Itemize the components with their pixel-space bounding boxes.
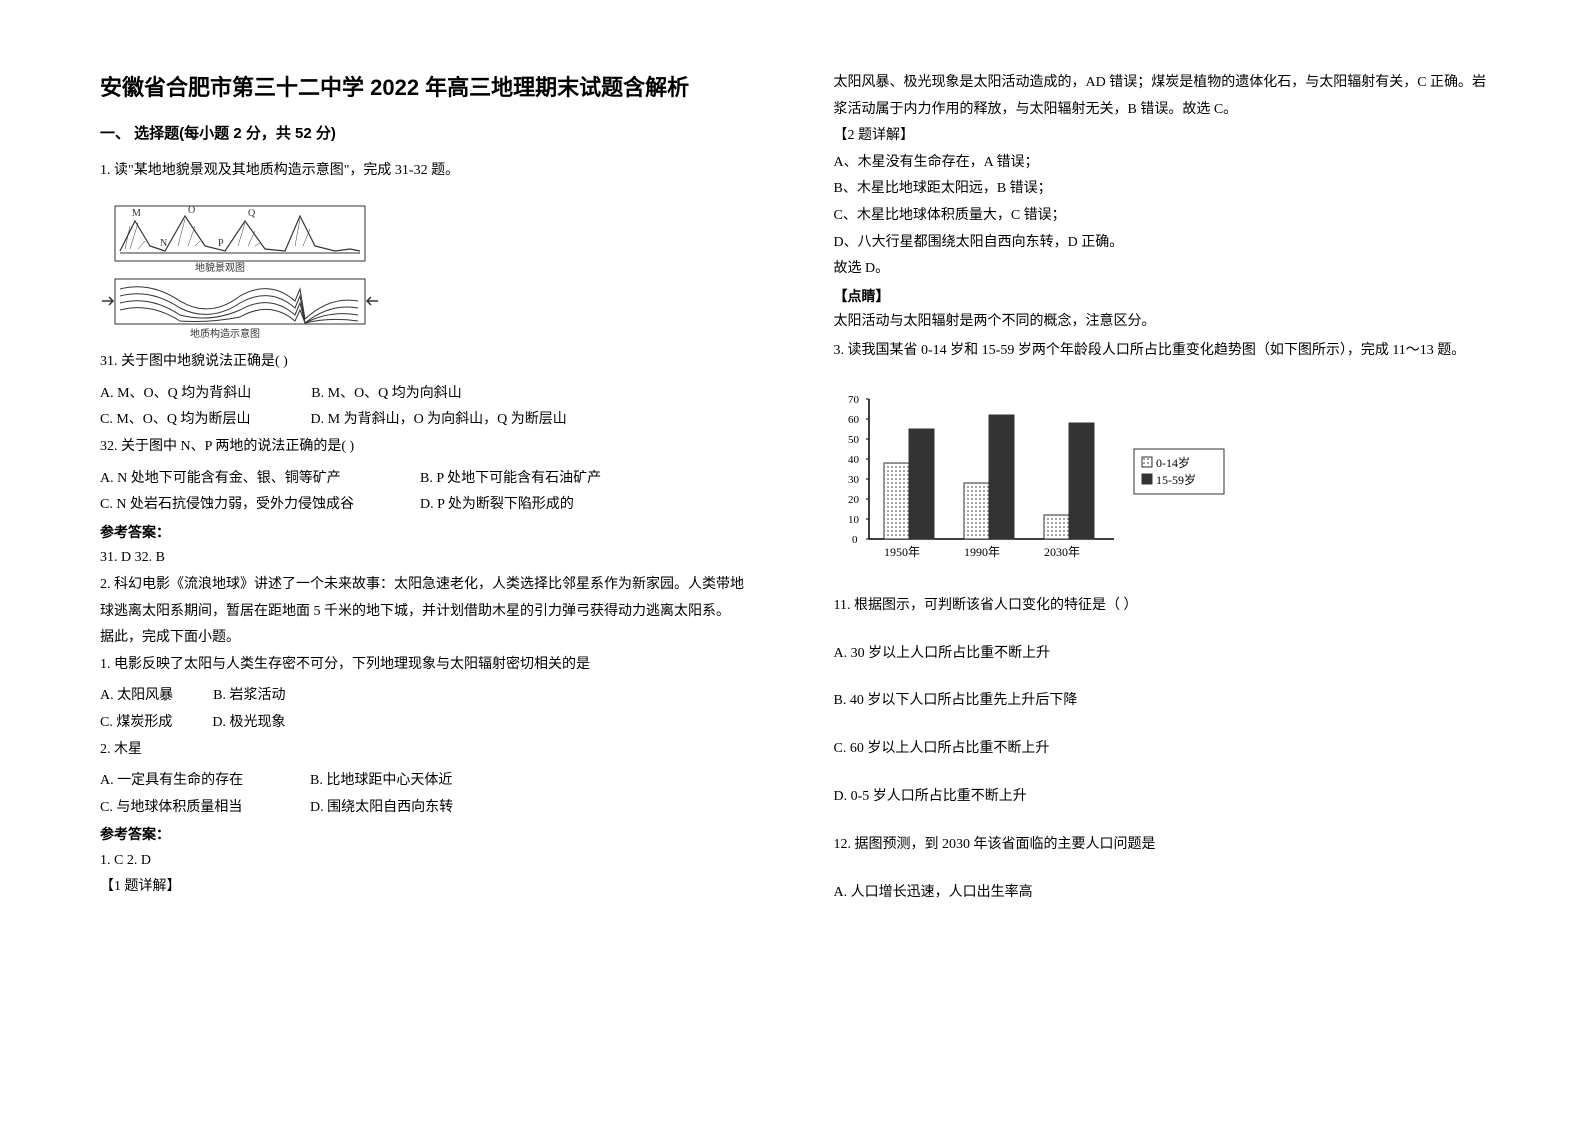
geological-diagram: M N O P Q 地貌景观图 地质构造示意图 (100, 201, 380, 341)
svg-text:P: P (218, 238, 224, 249)
q11-option-c: C. 60 岁以上人口所占比重不断上升 (834, 734, 1488, 765)
svg-text:70: 70 (848, 394, 860, 406)
svg-text:地质构造示意图: 地质构造示意图 (190, 327, 260, 340)
answer-label-2: 参考答案： (100, 821, 754, 848)
q2-point-label: 【点睛】 (834, 283, 1488, 310)
q31-option-c: C. M、O、Q 均为断层山 (100, 407, 251, 434)
q32-option-a: A. N 处地下可能含有金、银、铜等矿产 (100, 466, 420, 493)
landscape-view: M N O P Q 地貌景观图 (115, 205, 365, 274)
q32-row1: A. N 处地下可能含有金、银、铜等矿产 B. P 处地下可能含有石油矿产 (100, 466, 754, 493)
q32-row2: C. N 处岩石抗侵蚀力弱，受外力侵蚀成谷 D. P 处为断裂下陷形成的 (100, 492, 754, 519)
q2-detail2-line-e: 故选 D。 (834, 256, 1488, 283)
q2-detail2-line-b: B、木星比地球距太阳远，B 错误； (834, 176, 1488, 203)
q2-detail2-label: 【2 题详解】 (834, 123, 1488, 150)
q31-row1: A. M、O、Q 均为背斜山 B. M、O、Q 均为向斜山 (100, 381, 754, 408)
q2-2-option-a: A. 一定具有生命的存在 (100, 768, 310, 795)
q2-1-row1: A. 太阳风暴 B. 岩浆活动 (100, 683, 754, 710)
q2-2-option-c: C. 与地球体积质量相当 (100, 795, 310, 822)
q11-option-a: A. 30 岁以上人口所占比重不断上升 (834, 639, 1488, 670)
svg-text:1990年: 1990年 (964, 545, 1000, 559)
q2-2-row1: A. 一定具有生命的存在 B. 比地球距中心天体近 (100, 768, 754, 795)
left-column: 安徽省合肥市第三十二中学 2022 年高三地理期末试题含解析 一、 选择题(每小… (100, 70, 754, 1052)
q12-option-a: A. 人口增长迅速，人口出生率高 (834, 878, 1488, 909)
q11-option-b: B. 40 岁以下人口所占比重先上升后下降 (834, 686, 1488, 717)
q32-text: 32. 关于图中 N、P 两地的说法正确的是( ) (100, 434, 754, 461)
q11-text: 11. 根据图示，可判断该省人口变化的特征是（ ） (834, 591, 1488, 622)
svg-text:60: 60 (848, 414, 860, 426)
svg-text:0-14岁: 0-14岁 (1156, 455, 1190, 470)
svg-text:O: O (188, 205, 195, 216)
q32-option-b: B. P 处地下可能含有石油矿产 (420, 466, 601, 493)
q2-2-row2: C. 与地球体积质量相当 D. 围绕太阳自西向东转 (100, 795, 754, 822)
q31-row2: C. M、O、Q 均为断层山 D. M 为背斜山，O 为向斜山，Q 为断层山 (100, 407, 754, 434)
q31-option-b: B. M、O、Q 均为向斜山 (311, 381, 462, 408)
svg-text:Q: Q (248, 208, 256, 219)
svg-text:地貌景观图: 地貌景观图 (195, 261, 245, 274)
svg-text:1950年: 1950年 (884, 545, 920, 559)
q32-option-c: C. N 处岩石抗侵蚀力弱，受外力侵蚀成谷 (100, 492, 420, 519)
svg-text:15-59岁: 15-59岁 (1156, 472, 1196, 487)
document-title: 安徽省合肥市第三十二中学 2022 年高三地理期末试题含解析 (100, 70, 754, 102)
q2-answer: 1. C 2. D (100, 848, 754, 875)
svg-text:20: 20 (848, 494, 860, 506)
q2-2-option-b: B. 比地球距中心天体近 (310, 768, 452, 795)
q2-1-option-b: B. 岩浆活动 (213, 683, 285, 710)
q2-1-option-d: D. 极光现象 (212, 710, 285, 737)
q2-intro: 2. 科幻电影《流浪地球》讲述了一个未来故事：太阳急速老化，人类选择比邻星系作为… (100, 572, 754, 625)
q2-point-text: 太阳活动与太阳辐射是两个不同的概念，注意区分。 (834, 309, 1488, 336)
svg-text:M: M (132, 208, 141, 219)
q1-answer: 31. D 32. B (100, 545, 754, 572)
svg-text:30: 30 (848, 474, 860, 486)
svg-text:40: 40 (848, 454, 860, 466)
q2-1-row2: C. 煤炭形成 D. 极光现象 (100, 710, 754, 737)
q31-text: 31. 关于图中地貌说法正确是( ) (100, 349, 754, 376)
section-heading: 一、 选择题(每小题 2 分，共 52 分) (100, 122, 754, 143)
q2-1-option-a: A. 太阳风暴 (100, 683, 173, 710)
q2-2-text: 2. 木星 (100, 737, 754, 764)
q2-1-text: 1. 电影反映了太阳与人类生存密不可分，下列地理现象与太阳辐射密切相关的是 (100, 652, 754, 679)
answer-label-1: 参考答案： (100, 519, 754, 546)
q31-option-d: D. M 为背斜山，O 为向斜山，Q 为断层山 (311, 407, 567, 434)
q1-intro: 1. 读"某地地貌景观及其地质构造示意图"，完成 31-32 题。 (100, 158, 754, 183)
q31-option-a: A. M、O、Q 均为背斜山 (100, 381, 251, 408)
q12-text: 12. 据图预测，到 2030 年该省面临的主要人口问题是 (834, 830, 1488, 861)
q2-1-option-c: C. 煤炭形成 (100, 710, 172, 737)
population-chart: 0 10 20 30 40 50 60 70 1950年 1990年 2030年 (834, 389, 1234, 569)
q2-detail1-text: 太阳风暴、极光现象是太阳活动造成的，AD 错误；煤炭是植物的遗体化石，与太阳辐射… (834, 70, 1488, 123)
q2-detail2-line-d: D、八大行星都围绕太阳自西向东转，D 正确。 (834, 230, 1488, 257)
y-axis: 0 10 20 30 40 50 60 70 (848, 394, 869, 546)
q2-detail1-label: 【1 题详解】 (100, 874, 754, 901)
q2-intro2: 据此，完成下面小题。 (100, 625, 754, 652)
q2-detail2-line-c: C、木星比地球体积质量大，C 错误； (834, 203, 1488, 230)
svg-text:0: 0 (852, 534, 858, 546)
svg-text:10: 10 (848, 514, 860, 526)
geology-cross-section: 地质构造示意图 (102, 279, 378, 340)
q2-detail2-line-a: A、木星没有生命存在，A 错误； (834, 150, 1488, 177)
svg-text:2030年: 2030年 (1044, 545, 1080, 559)
q2-2-option-d: D. 围绕太阳自西向东转 (310, 795, 453, 822)
svg-text:50: 50 (848, 434, 860, 446)
right-column: 太阳风暴、极光现象是太阳活动造成的，AD 错误；煤炭是植物的遗体化石，与太阳辐射… (834, 70, 1488, 1052)
svg-text:N: N (160, 238, 167, 249)
q11-option-d: D. 0-5 岁人口所占比重不断上升 (834, 782, 1488, 813)
q3-intro: 3. 读我国某省 0-14 岁和 15-59 岁两个年龄段人口所占比重变化趋势图… (834, 336, 1488, 367)
q32-option-d: D. P 处为断裂下陷形成的 (420, 492, 574, 519)
